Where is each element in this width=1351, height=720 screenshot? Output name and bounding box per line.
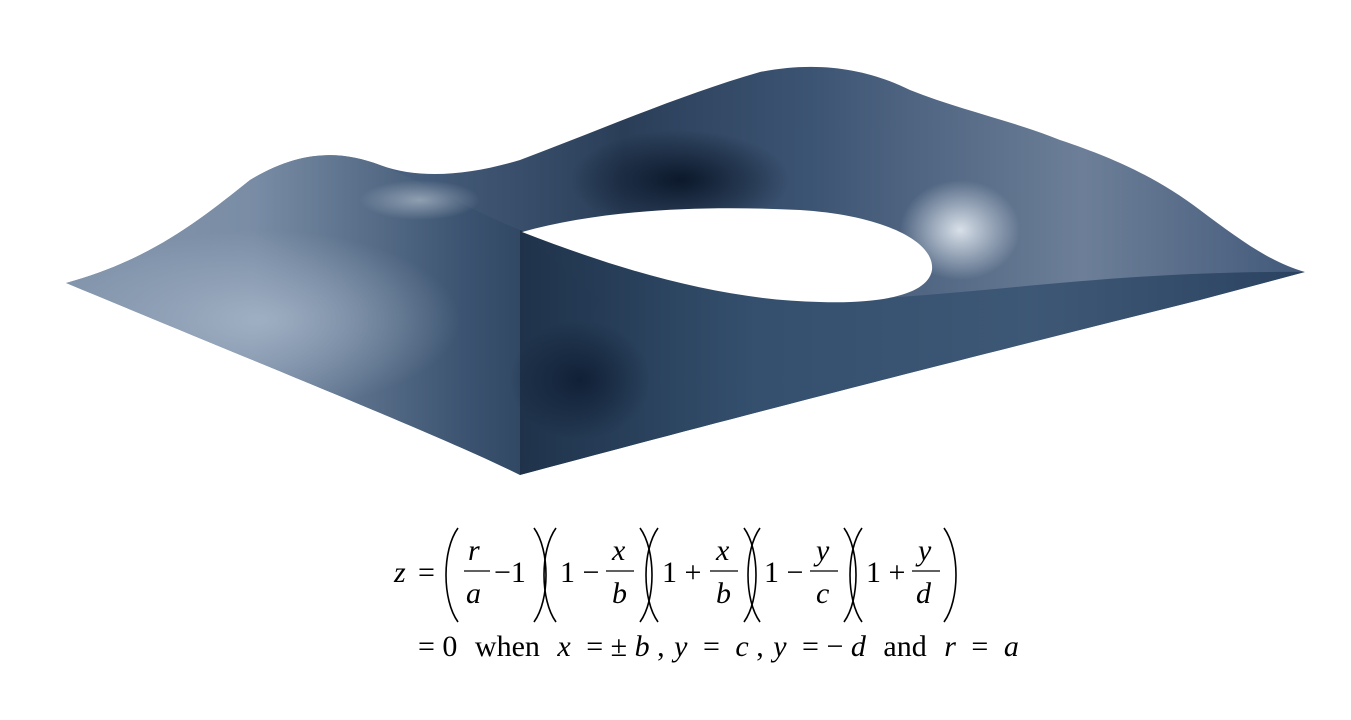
cond2-rel: =: [703, 630, 720, 663]
factor1-den: a: [466, 577, 481, 610]
cond2-var: y: [671, 630, 688, 663]
comma-1: ,: [657, 630, 665, 663]
surface-highlight-hole: [900, 180, 1020, 280]
paren-open-5: [849, 527, 863, 623]
cond4-rel: =: [971, 630, 988, 663]
factor2-num: x: [611, 534, 626, 567]
paren-close-1: [533, 527, 547, 623]
paren-open-1: [445, 527, 459, 623]
cond1-var: x: [556, 630, 571, 663]
factor5-lead: 1 +: [866, 556, 905, 589]
factor5-num: y: [915, 534, 932, 567]
cond3-rel: = −: [802, 630, 843, 663]
eq-and: and: [883, 630, 926, 663]
eq-lhs: z: [393, 556, 406, 589]
surface-left-highlight: [66, 230, 460, 410]
factor1-num: r: [468, 534, 480, 567]
surface-shadow-front: [510, 320, 650, 440]
cond3-var: y: [770, 630, 787, 663]
factor3-den: b: [716, 577, 731, 610]
cond3-val: d: [851, 630, 867, 663]
surface-shadow-back: [570, 130, 790, 230]
surface-ridge-highlight: [360, 180, 480, 220]
paren-open-4: [747, 527, 761, 623]
paren-close-4: [843, 527, 857, 623]
eq-equals: =: [418, 556, 435, 589]
factor1-tail: −1: [494, 556, 526, 589]
paren-open-3: [645, 527, 659, 623]
factor4-num: y: [813, 534, 830, 567]
factor2-lead: 1 −: [560, 556, 599, 589]
surface-hole: [522, 208, 933, 303]
equation: z = r a −1 1 − x b 1 + x b 1 − y c 1 + y: [393, 527, 1019, 663]
factor4-den: c: [816, 577, 829, 610]
cond4-var: r: [944, 630, 956, 663]
equation-line-1: z = r a −1 1 − x b 1 + x b 1 − y c 1 + y: [393, 527, 957, 623]
comma-2: ,: [756, 630, 764, 663]
eq-line2: = 0 when x = ± b , y = c , y = − d and r…: [418, 630, 1019, 663]
cond4-val: a: [1004, 630, 1019, 663]
factor3-num: x: [715, 534, 730, 567]
eq-zero: = 0: [418, 630, 457, 663]
factor5-den: d: [916, 577, 932, 610]
factor4-lead: 1 −: [764, 556, 803, 589]
factor2-den: b: [612, 577, 627, 610]
eq-when: when: [475, 630, 540, 663]
cond1-val: b: [635, 630, 650, 663]
paren-close-3: [743, 527, 757, 623]
surface-plot: [66, 66, 1305, 475]
surface-front-face: [520, 230, 1305, 475]
paren-open-2: [543, 527, 557, 623]
cond2-val: c: [735, 630, 748, 663]
paren-close-5: [943, 527, 957, 623]
cond1-rel: = ±: [586, 630, 627, 663]
paren-close-2: [639, 527, 653, 623]
equation-line-2: = 0 when x = ± b , y = c , y = − d and r…: [418, 630, 1019, 663]
factor3-lead: 1 +: [662, 556, 701, 589]
